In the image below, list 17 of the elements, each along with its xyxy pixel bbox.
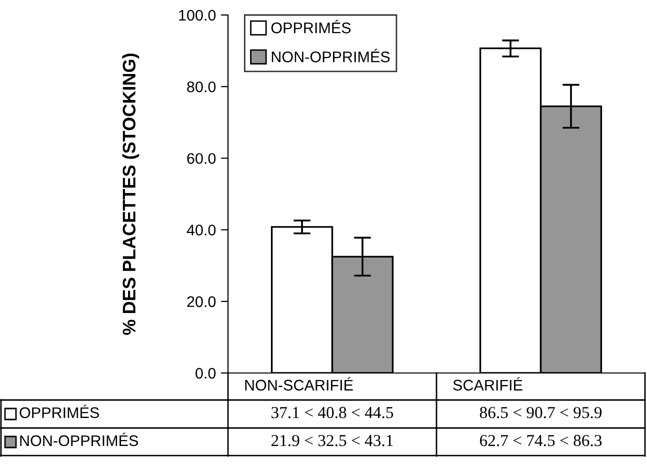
y-tick-label: 80.0 (187, 81, 216, 92)
data-label: 86.5 < 90.7 < 95.9 (480, 406, 602, 418)
legend-label: NON-OPPRIMÉS (272, 48, 390, 62)
y-tick-label: 60.0 (187, 153, 216, 164)
legend-label: OPPRIMÉS (271, 20, 351, 34)
y-axis-title: % DES PLACETTES (STOCKING) (122, 54, 140, 335)
x-tick-label: NON-SCARIFIÉ (245, 377, 353, 391)
y-tick-label: 40.0 (186, 224, 216, 236)
data-label: 21.9 < 32.5 < 43.1 (272, 434, 393, 446)
y-tick-label: 0.0 (196, 368, 216, 379)
text: NON-OPPRIMÉS (20, 432, 138, 446)
x-tick-label: SCARIFIÉ (453, 377, 522, 391)
y-tick-label: 100.0 (179, 10, 216, 21)
y-tick-label: 20.0 (187, 296, 216, 308)
data-label: 37.1 < 40.8 < 44.5 (272, 406, 394, 418)
text: OPPRIMÉS (20, 404, 99, 418)
data-label: 62.7 < 74.5 < 86.3 (480, 434, 602, 446)
